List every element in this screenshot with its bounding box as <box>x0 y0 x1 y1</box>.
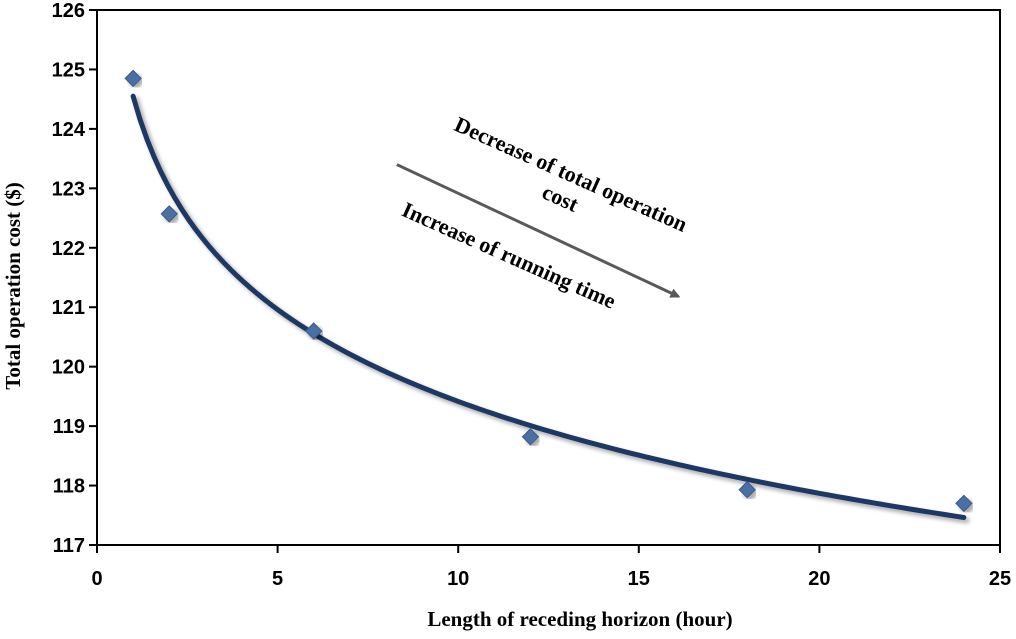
data-point <box>521 428 540 446</box>
x-tick-label: 5 <box>272 568 283 590</box>
y-tick-label: 125 <box>52 59 85 81</box>
data-point <box>124 69 142 88</box>
trendline-layer <box>130 93 967 520</box>
annotation-arrow <box>396 163 681 298</box>
x-tick-label: 10 <box>447 568 469 590</box>
y-tick-label: 118 <box>53 476 85 498</box>
log-trendline <box>130 93 967 520</box>
y-tick-label: 119 <box>53 416 85 438</box>
y-tick-label: 121 <box>52 297 85 319</box>
x-tick-label: 15 <box>628 568 650 590</box>
y-tick-label: 123 <box>52 178 85 200</box>
data-point <box>738 481 756 499</box>
data-points-layer <box>124 69 973 513</box>
y-axis-title: Total operation cost ($) <box>1 182 25 389</box>
annotation-increase-running-time: Increase of running time <box>398 197 620 314</box>
x-axis: 0 5 10 15 20 25 <box>91 545 1011 590</box>
y-tick-label: 124 <box>52 119 86 141</box>
annotation-line-1: Decrease of total operation <box>451 111 691 236</box>
y-tick-label: 126 <box>52 0 85 22</box>
data-point <box>305 322 323 340</box>
data-point <box>160 205 178 223</box>
x-tick-label: 0 <box>91 568 102 590</box>
x-tick-label: 25 <box>989 568 1011 590</box>
y-tick-label: 122 <box>52 238 85 260</box>
y-axis: 117 118 119 120 121 122 123 124 125 126 <box>52 0 97 557</box>
plot-area-frame <box>96 9 1001 546</box>
y-tick-label: 120 <box>52 357 85 379</box>
data-point <box>955 494 973 513</box>
y-tick-label: 117 <box>53 535 85 557</box>
x-axis-title: Length of receding horizon (hour) <box>427 607 732 631</box>
x-tick-label: 20 <box>808 568 830 590</box>
